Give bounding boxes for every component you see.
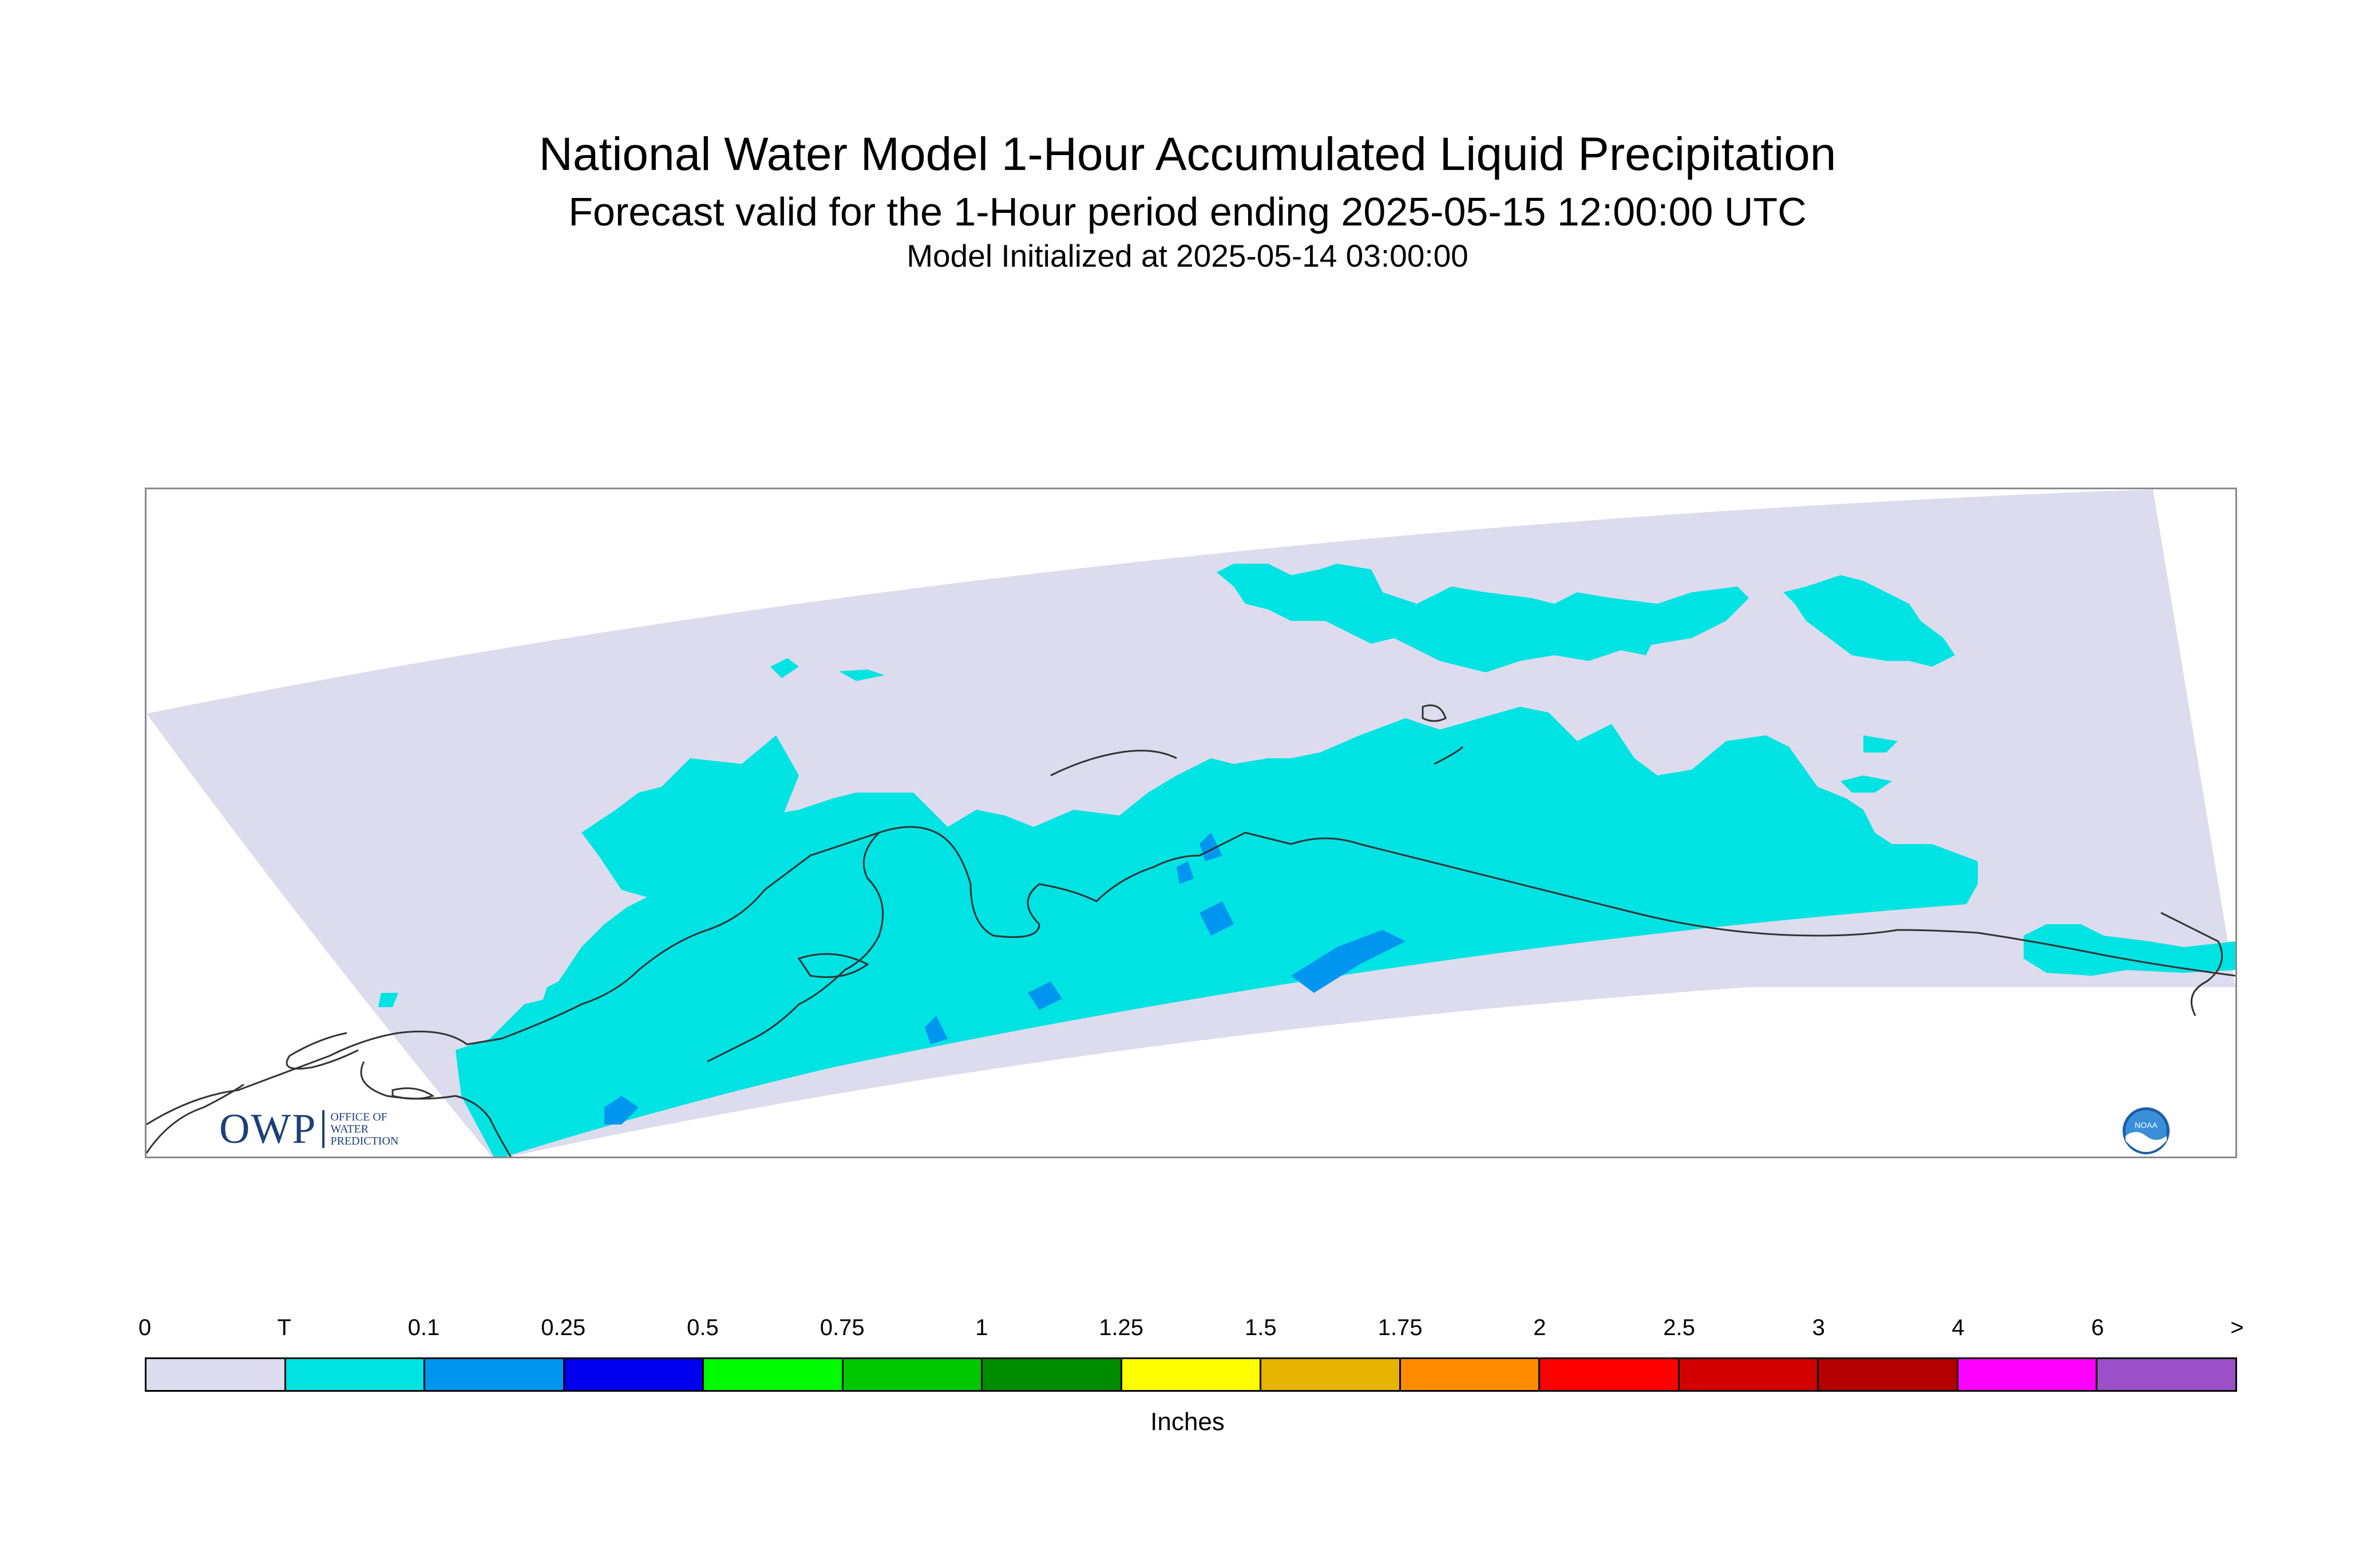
- map-canvas: [147, 489, 2235, 1157]
- owp-logo: OWP OFFICE OF WATER PREDICTION: [219, 1105, 398, 1153]
- coastline-island-3: [1434, 746, 1464, 765]
- legend-tick-label: 0.25: [541, 1315, 586, 1340]
- legend-tick-label: 0.1: [407, 1315, 440, 1340]
- owp-logo-text: OWP: [219, 1105, 317, 1153]
- legend-tick-label: 0.5: [687, 1315, 719, 1340]
- coastline-fjord: [707, 831, 884, 1063]
- coastline-se: [2160, 912, 2223, 1016]
- legend-swatch: [2097, 1359, 2235, 1390]
- legend-swatch: [1819, 1359, 1958, 1390]
- precip-area-n-mid: [1463, 627, 1520, 647]
- owp-sub-line-1: OFFICE OF: [330, 1110, 387, 1123]
- precip-area-north-1: [1217, 564, 1749, 672]
- precip-area-n-scatter2: [1863, 735, 1898, 753]
- legend-tick-label: 4: [1952, 1315, 1965, 1340]
- coastline-island-4: [391, 1087, 435, 1100]
- legend-tick-label: 1.5: [1245, 1315, 1277, 1340]
- legend-tick-label: 0: [138, 1315, 152, 1340]
- precip-area-west-2: [467, 976, 581, 1107]
- precip-blue-7: [1177, 861, 1194, 884]
- legend-swatch: [983, 1359, 1122, 1390]
- precip-blue-4: [925, 1016, 948, 1044]
- precip-blue-6: [1200, 833, 1222, 861]
- coastline-outlines: [147, 704, 2235, 1157]
- legend-swatch: [1400, 1359, 1541, 1390]
- coastline-inner: [360, 1061, 512, 1157]
- owp-sub-line-2: WATER: [330, 1122, 369, 1135]
- map-title: National Water Model 1-Hour Accumulated …: [539, 128, 1836, 180]
- legend-tick-label: 6: [2091, 1315, 2104, 1340]
- legend-tick-label: 2.5: [1663, 1315, 1695, 1340]
- legend-tick-label: 2: [1533, 1315, 1546, 1340]
- legend-tick-label: T: [277, 1315, 291, 1340]
- precip-area-w-small: [378, 993, 398, 1007]
- legend-swatch: [1261, 1359, 1401, 1390]
- precip-area-north-3: [1612, 621, 1657, 655]
- coastline-sw: [147, 1083, 244, 1154]
- legend-swatch: [286, 1359, 426, 1390]
- precip-blue-3: [1028, 981, 1062, 1010]
- model-init-line: Model Initialized at 2025-05-14 03:00:00: [907, 238, 1468, 274]
- map-subtitle: Forecast valid for the 1-Hour period end…: [568, 189, 1807, 234]
- legend-tick-label: 3: [1812, 1315, 1825, 1340]
- coastline-island-1: [797, 953, 869, 978]
- legend-swatch: [1679, 1359, 1819, 1390]
- coastline-main: [147, 826, 2235, 1126]
- noaa-logo-text: NOAA: [2135, 1120, 2158, 1130]
- owp-logo-divider: [322, 1110, 325, 1148]
- precip-area-west-1: [581, 735, 799, 901]
- coastline-peninsula: [286, 1032, 359, 1070]
- legend-swatch: [425, 1359, 565, 1390]
- legend-swatch: [1540, 1359, 1680, 1390]
- coastline-island-2: [1422, 704, 1447, 722]
- legend-swatch: [1958, 1359, 2098, 1390]
- legend-tick-label: 0.75: [820, 1315, 865, 1340]
- map-panel: OWP OFFICE OF WATER PREDICTION NOAA: [145, 488, 2237, 1158]
- legend-units: Inches: [1150, 1408, 1225, 1436]
- legend-swatch: [843, 1359, 983, 1390]
- legend-swatch: [147, 1359, 286, 1390]
- precip-area-n-scatter: [1840, 775, 1892, 793]
- legend-swatch: [704, 1359, 844, 1390]
- legend-tick-label: >: [2230, 1315, 2244, 1340]
- precip-blue-5: [604, 1096, 639, 1124]
- owp-sub-line-3: PREDICTION: [330, 1134, 399, 1147]
- legend-tick-label: 1.75: [1378, 1315, 1423, 1340]
- precip-blue-1: [1291, 930, 1406, 993]
- precip-blue-2: [1200, 901, 1234, 936]
- legend-colorbar: [145, 1357, 2237, 1392]
- coastline-north: [1050, 750, 1177, 777]
- precip-area-north-2: [1783, 575, 1955, 667]
- legend-tick-label: 1.25: [1099, 1315, 1144, 1340]
- precip-area-nw: [770, 658, 799, 678]
- legend-labels: 0 T 0.1 0.25 0.5 0.75 1 1.25 1.5 1.75 2 2.5 3 4 6 >: [0, 1315, 2375, 1355]
- precip-area-nw-2: [839, 670, 885, 681]
- noaa-logo: NOAA: [2123, 1107, 2170, 1154]
- precip-light-blue-areas: [604, 833, 1406, 1124]
- legend-tick-label: 1: [975, 1315, 988, 1340]
- owp-logo-subtext: OFFICE OF WATER PREDICTION: [330, 1111, 398, 1147]
- legend-swatch: [1122, 1359, 1262, 1390]
- legend-swatch: [564, 1359, 704, 1390]
- precip-area-east-edge: [2024, 924, 2235, 976]
